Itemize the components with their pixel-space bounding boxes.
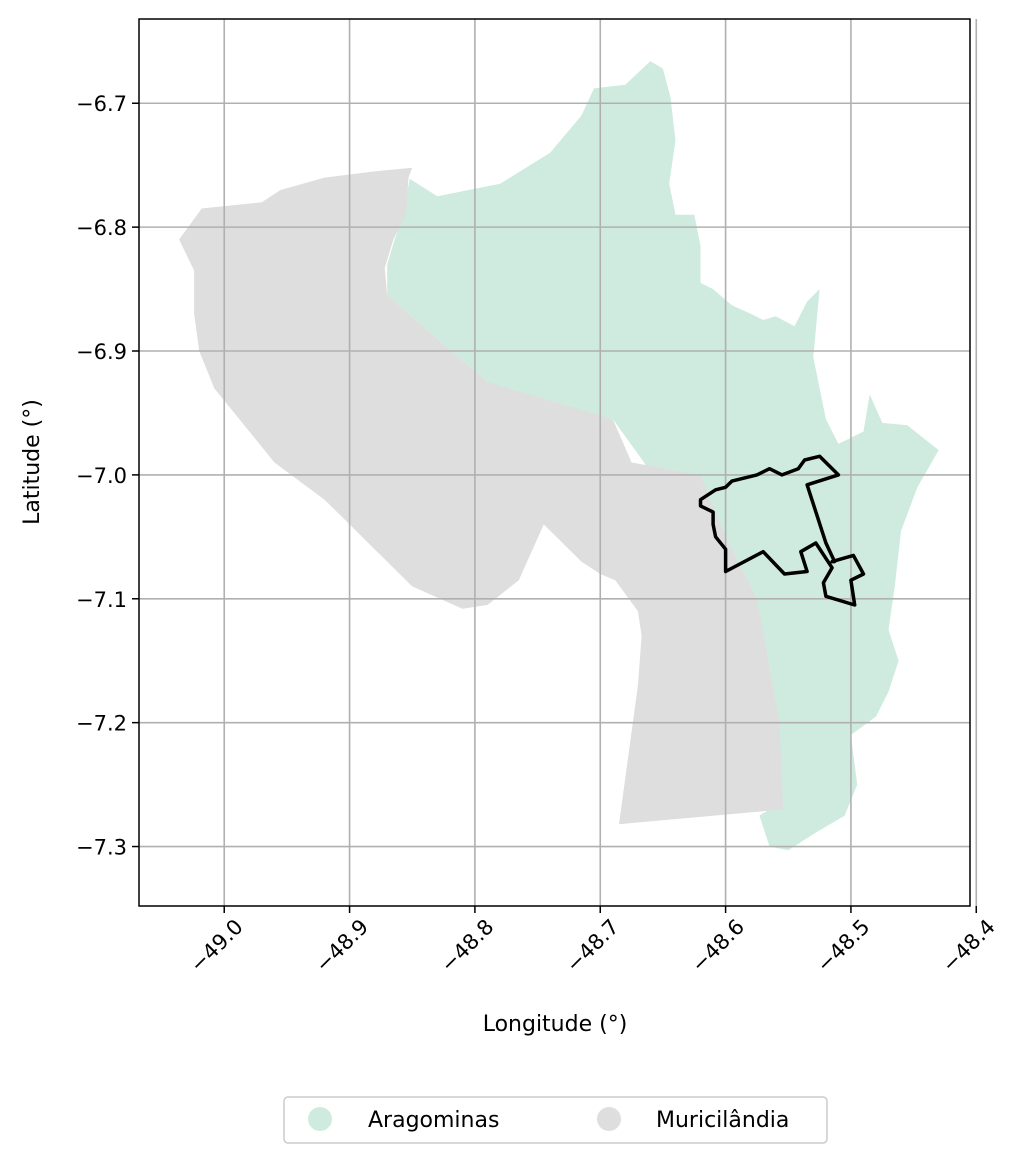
outline-layer: [698, 454, 866, 607]
area-outline: [698, 454, 866, 607]
y-tick-label-4: −7.1: [76, 588, 127, 612]
x-tick-label-2: −48.8: [436, 915, 498, 977]
x-tick-label-3: −48.7: [561, 915, 623, 977]
regions-layer: [179, 61, 939, 851]
legend-marker-muricilandia: [597, 1107, 621, 1131]
legend-label-muricilandia: Muricilândia: [656, 1108, 789, 1133]
legend: Aragominas Muricilândia: [283, 1096, 828, 1144]
region-aragominas: [387, 61, 939, 851]
plot-frame: [138, 18, 971, 907]
legend-marker-aragominas: [308, 1107, 332, 1131]
y-tick-label-0: −6.7: [76, 92, 127, 116]
y-axis-label: Latitude (°): [20, 399, 45, 525]
x-tick-label-1: −48.9: [311, 915, 373, 977]
region-muricilandia: [179, 167, 784, 825]
y-tick-label-5: −7.2: [76, 712, 127, 736]
x-axis-label: Longitude (°): [483, 1012, 628, 1037]
legend-frame: [283, 1096, 828, 1144]
y-tick-label-2: −6.9: [76, 340, 127, 364]
y-axis-ticks: −6.7 −6.8 −6.9 −7.0 −7.1 −7.2 −7.3: [76, 92, 139, 860]
x-tick-label-0: −49.0: [185, 915, 247, 977]
legend-label-aragominas: Aragominas: [368, 1108, 499, 1133]
y-tick-label-3: −7.0: [76, 464, 127, 488]
y-tick-label-6: −7.3: [76, 836, 127, 860]
x-axis-ticks: −49.0 −48.9 −48.8 −48.7 −48.6 −48.5 −48.4: [185, 906, 1000, 977]
y-tick-label-1: −6.8: [76, 216, 127, 240]
x-tick-label-6: −48.4: [937, 915, 999, 977]
x-tick-label-4: −48.6: [687, 915, 749, 977]
x-tick-label-5: −48.5: [812, 915, 874, 977]
